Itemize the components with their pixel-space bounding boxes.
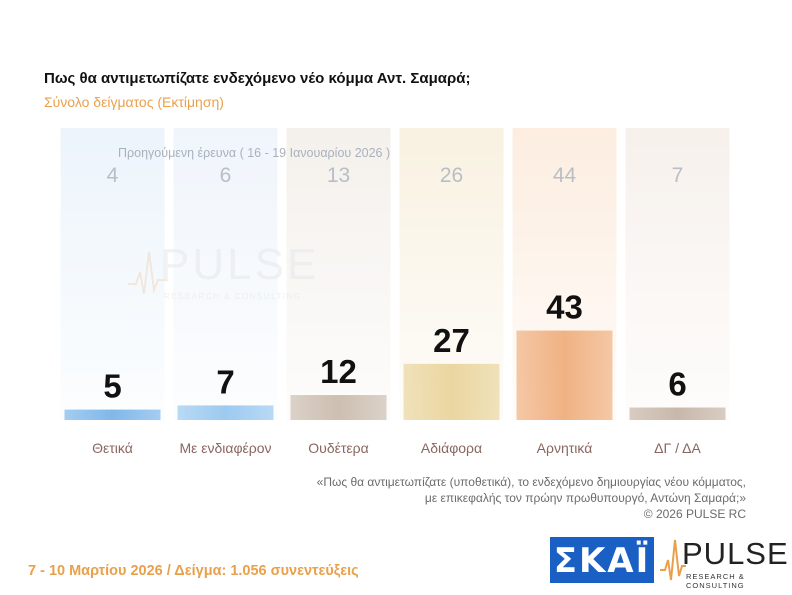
pulse-watermark: PULSE RESEARCH & CONSULTING — [128, 240, 318, 310]
bar — [403, 363, 500, 420]
previous-value-label: 13 — [327, 164, 350, 187]
category-label: Θετικά — [92, 440, 133, 456]
bar-value-label: 5 — [103, 368, 121, 405]
pulse-wave-icon — [128, 251, 168, 295]
pulse-logo-wave-icon — [660, 539, 686, 581]
skai-logo: ΣΚΑΪ — [550, 537, 654, 583]
bar-chart: 5 4 Θετικά 7 6 Με ενδιαφέρον 12 13 Ουδέτερα 27 26 Α… — [60, 128, 730, 456]
survey-dates-sample: 7 - 10 Μαρτίου 2026 / Δείγμα: 1.056 συνε… — [28, 563, 359, 579]
previous-value-label: 6 — [220, 164, 232, 187]
watermark-subtitle: RESEARCH & CONSULTING — [164, 292, 302, 301]
bar — [64, 409, 161, 420]
previous-survey-caption: Προηγούμενη έρευνα ( 16 - 19 Ιανουαρίου … — [118, 146, 391, 160]
bar — [516, 330, 613, 420]
category-label: Με ενδιαφέρον — [179, 440, 271, 456]
watermark-word: PULSE — [160, 240, 320, 289]
background-column — [286, 128, 391, 420]
category-label: Ουδέτερα — [308, 440, 368, 456]
note-line-1: «Πως θα αντιμετωπίζατε (υποθετικά), το ε… — [316, 475, 746, 489]
pulse-logo-word: PULSE — [682, 536, 789, 571]
bar — [629, 407, 726, 420]
bar-value-label: 7 — [216, 363, 234, 400]
note-line-2: με επικεφαλής τον πρώην πρωθυπουργό, Αντ… — [424, 491, 746, 505]
previous-value-label: 44 — [553, 164, 577, 187]
bar-value-label: 6 — [668, 366, 686, 403]
bar — [290, 395, 387, 420]
chart-title: Πως θα αντιμετωπίζατε ενδεχόμενο νέο κόμ… — [44, 70, 471, 87]
category-label: Αδιάφορα — [421, 440, 482, 456]
category-label: ΔΓ / ΔΑ — [654, 440, 701, 456]
bar-value-label: 27 — [433, 322, 470, 359]
category-label: Αρνητικά — [537, 440, 593, 456]
bar — [177, 405, 274, 420]
pulse-logo: PULSE RESEARCH & CONSULTING — [660, 536, 788, 590]
question-note: «Πως θα αντιμετωπίζατε (υποθετικά), το ε… — [186, 474, 746, 522]
bar-value-label: 12 — [320, 353, 357, 390]
background-column — [173, 128, 278, 420]
note-copyright: © 2026 PULSE RC — [643, 507, 746, 521]
previous-value-label: 7 — [672, 164, 684, 187]
background-column — [625, 128, 730, 420]
bar-value-label: 43 — [546, 289, 583, 326]
chart-subtitle: Σύνολο δείγματος (Εκτίμηση) — [44, 94, 224, 110]
skai-logo-text: ΣΚΑΪ — [553, 541, 651, 581]
previous-value-label: 26 — [440, 164, 463, 187]
previous-value-label: 4 — [107, 164, 119, 187]
pulse-logo-subtitle: RESEARCH & CONSULTING — [686, 572, 745, 590]
